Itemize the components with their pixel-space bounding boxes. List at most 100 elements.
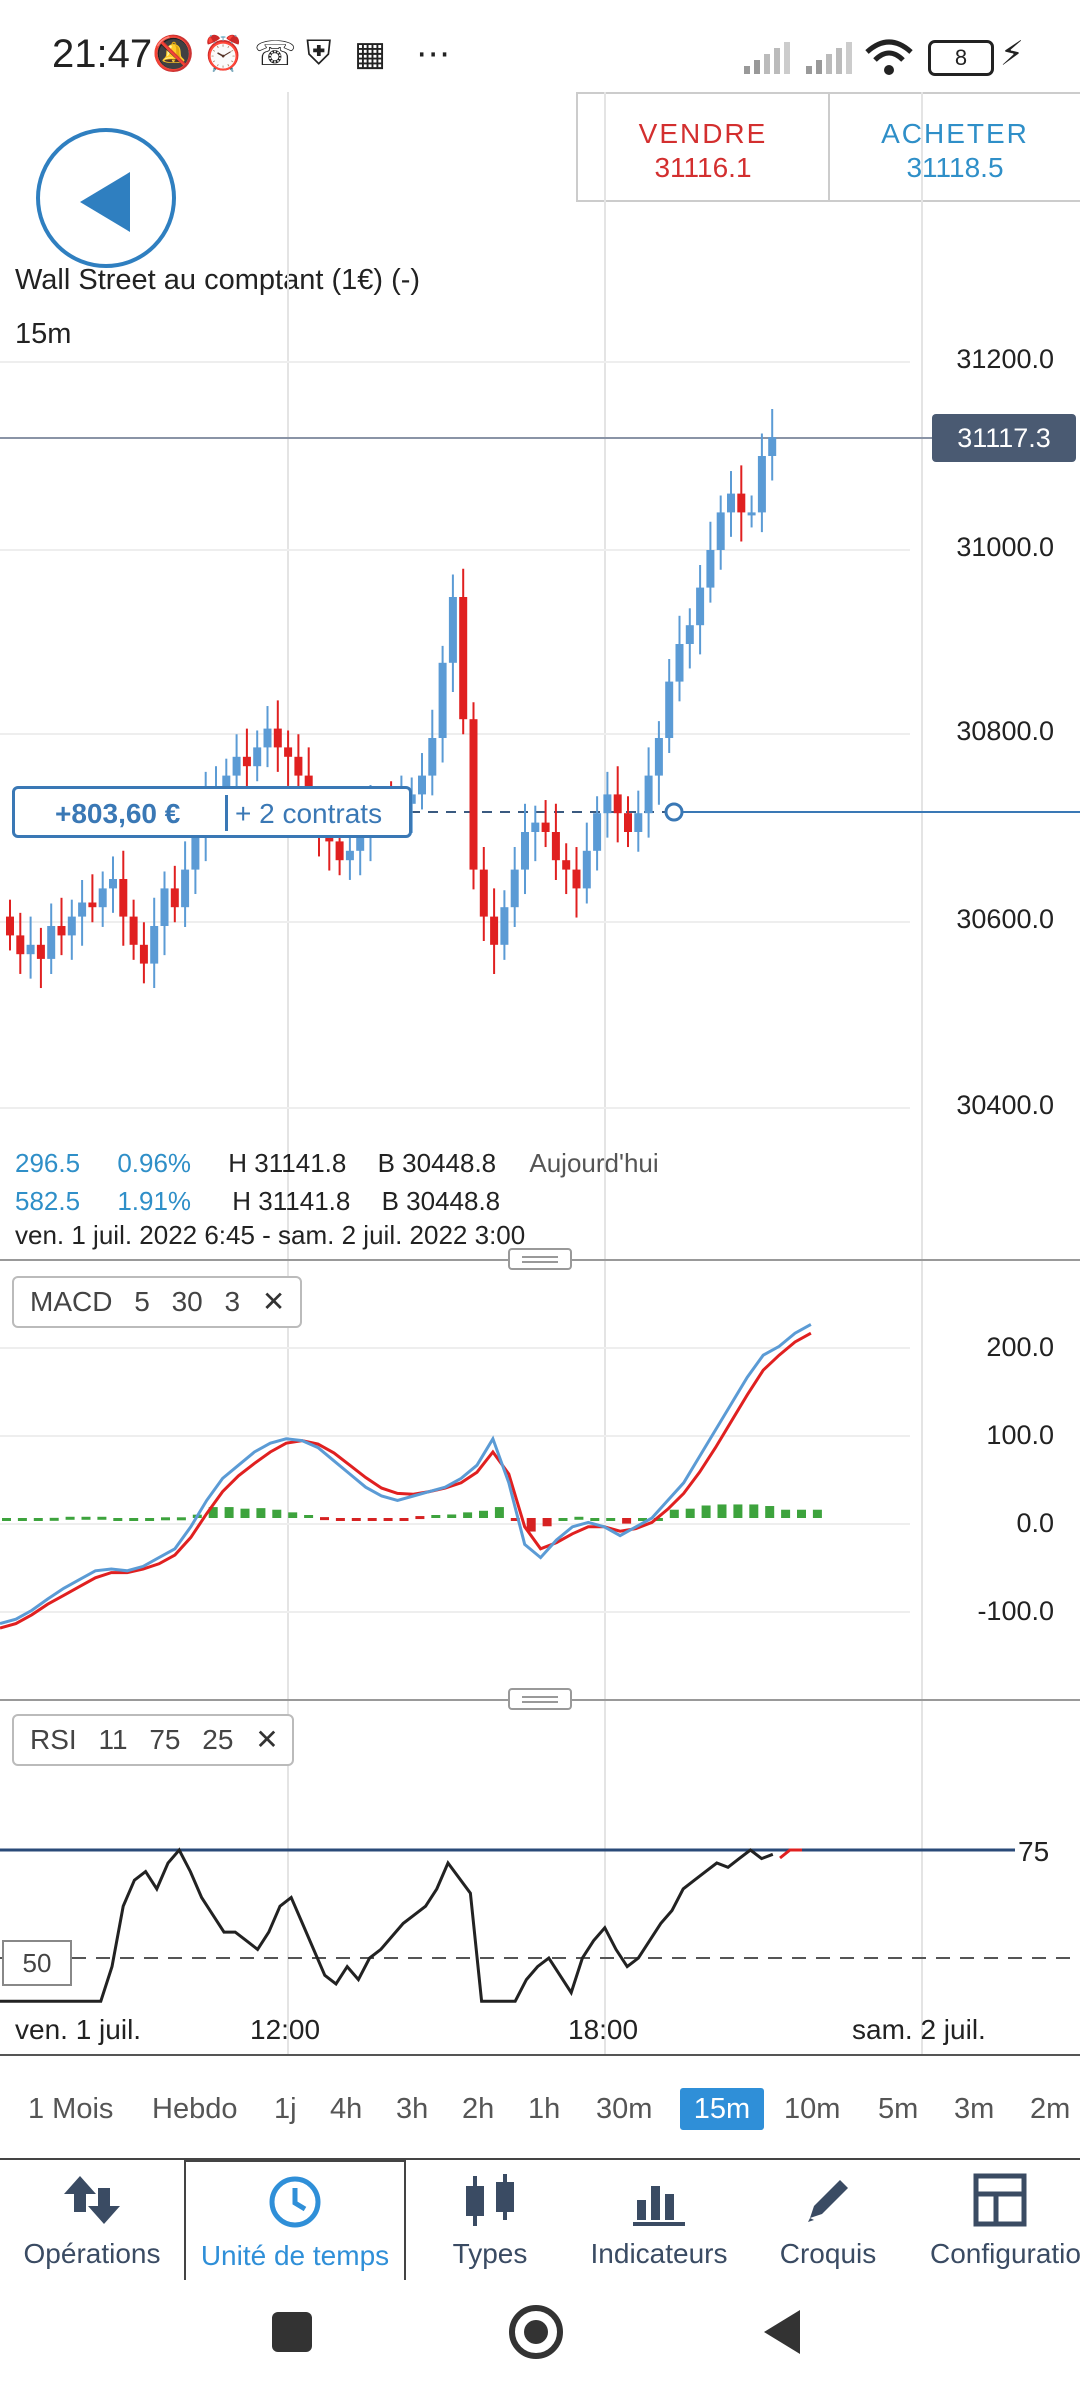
- candle-body: [67, 916, 76, 936]
- tab-label: Croquis: [779, 2238, 877, 2269]
- candle-body: [479, 869, 488, 917]
- macd-histogram-bar: [208, 1507, 218, 1518]
- macd-histogram-bar: [224, 1507, 234, 1518]
- buy-button[interactable]: ACHETER 31118.5: [828, 92, 1080, 202]
- candle-body: [6, 916, 14, 936]
- position-marker: [664, 802, 684, 822]
- macd-histogram-bar: [399, 1518, 409, 1521]
- resize-handle[interactable]: [508, 1688, 572, 1710]
- back-button[interactable]: [36, 128, 176, 268]
- candle-body: [768, 437, 777, 456]
- timeframe-1h[interactable]: 1h: [528, 2093, 561, 2125]
- rsi-line: [0, 1847, 774, 2003]
- macd-histogram-bar: [161, 1517, 170, 1521]
- candlestick-icon: [466, 2174, 514, 2226]
- x-tick: 12:00: [250, 2014, 321, 2045]
- timeframe-4h[interactable]: 4h: [330, 2093, 363, 2125]
- macd-close-icon[interactable]: ✕: [261, 1286, 286, 1317]
- home-icon[interactable]: [508, 2304, 564, 2360]
- candle-body: [170, 888, 179, 908]
- stat-low: B 30448.8: [381, 1186, 501, 1216]
- tab-drawing[interactable]: Croquis: [746, 2160, 910, 2280]
- recent-apps-icon[interactable]: [268, 2308, 316, 2356]
- macd-histogram-bar: [288, 1512, 298, 1518]
- x-tick: ven. 1 juil.: [15, 2014, 142, 2045]
- tab-configuration[interactable]: Configuratio: [920, 2160, 1080, 2280]
- macd-histogram-bar: [812, 1509, 822, 1518]
- candle-body: [737, 493, 746, 513]
- macd-histogram-bar: [653, 1518, 663, 1521]
- candle-body: [16, 935, 25, 955]
- tab-indicators[interactable]: Indicateurs: [576, 2160, 742, 2280]
- macd-histogram-bar: [272, 1509, 282, 1518]
- timeframe-3m[interactable]: 3m: [954, 2093, 995, 2125]
- candle-body: [757, 456, 766, 513]
- tab-label: Configuratio: [930, 2238, 1080, 2269]
- rsi-indicator-box[interactable]: RSI 11 75 25 ✕: [12, 1714, 294, 1766]
- macd-indicator-box[interactable]: MACD 5 30 3 ✕: [12, 1276, 302, 1328]
- sell-button[interactable]: VENDRE 31116.1: [576, 92, 830, 202]
- candle-body: [644, 775, 653, 814]
- bell-muted-icon: 🔕: [152, 35, 195, 73]
- candle-body: [510, 869, 519, 908]
- timeframe-1-month[interactable]: 1 Mois: [28, 2093, 114, 2125]
- x-tick: sam. 2 juil.: [852, 2014, 986, 2045]
- layout-icon: [973, 2173, 1027, 2227]
- candle-body: [500, 907, 509, 945]
- timeframe-3h[interactable]: 3h: [396, 2093, 429, 2125]
- current-price-badge: 31117.3: [932, 414, 1076, 462]
- macd-histogram-bar: [558, 1518, 568, 1521]
- macd-histogram-bar: [17, 1518, 27, 1521]
- timeframe-5m[interactable]: 5m: [878, 2093, 919, 2125]
- candle-body: [603, 794, 612, 814]
- candle-body: [582, 850, 591, 889]
- signal-icon: [744, 42, 790, 74]
- macd-histogram-bar: [797, 1509, 806, 1518]
- candle-body: [531, 822, 540, 832]
- candle-body: [624, 813, 632, 832]
- resize-handle[interactable]: [508, 1248, 572, 1270]
- timeframe-weekly[interactable]: Hebdo: [152, 2093, 238, 2125]
- candle-body: [129, 916, 138, 945]
- battery-icon: 8: [928, 40, 994, 76]
- tab-label: Opérations: [23, 2238, 161, 2269]
- candle-body: [469, 719, 478, 870]
- axis-divider: [0, 2054, 1080, 2056]
- candle-body: [521, 832, 529, 870]
- timeframe-15m[interactable]: 15m: [680, 2088, 764, 2130]
- candle-body: [562, 860, 571, 870]
- tab-types[interactable]: Types: [410, 2160, 570, 2280]
- rsi-level-75: 75: [1018, 1836, 1050, 1867]
- macd-histogram-bar: [781, 1509, 791, 1518]
- candle-body: [36, 944, 45, 959]
- position-label[interactable]: +803,60 € + 2 contrats: [12, 786, 412, 838]
- signal-icon: [806, 42, 852, 74]
- nav-back-icon[interactable]: [760, 2308, 804, 2356]
- price-chart[interactable]: [0, 0, 1080, 2060]
- stat-change: 296.5: [15, 1148, 81, 1178]
- macd-param: 3: [224, 1286, 241, 1317]
- tab-time-unit[interactable]: Unité de temps: [184, 2160, 406, 2280]
- timeframe-30m[interactable]: 30m: [596, 2093, 653, 2125]
- macd-histogram-bar: [574, 1516, 584, 1520]
- candle-body: [356, 832, 365, 851]
- candle-body: [418, 775, 426, 795]
- rsi-param: 11: [98, 1724, 128, 1755]
- timeframe-10m[interactable]: 10m: [784, 2093, 841, 2125]
- macd-histogram-bar: [129, 1518, 139, 1521]
- call-forward-icon: ☏: [254, 35, 297, 73]
- tab-operations[interactable]: Opérations: [0, 2160, 184, 2280]
- instrument-title: Wall Street au comptant (1€) (-): [15, 264, 421, 296]
- macd-histogram-bar: [638, 1518, 647, 1521]
- y-tick: 30400.0: [956, 1090, 1054, 1120]
- macd-histogram-bar: [176, 1517, 186, 1521]
- candle-body: [78, 902, 87, 917]
- timeframe-2m[interactable]: 2m: [1030, 2093, 1071, 2125]
- candle-body: [613, 794, 622, 814]
- rsi-param: 25: [202, 1724, 234, 1755]
- timeframe-2h[interactable]: 2h: [462, 2093, 495, 2125]
- position-pnl: +803,60 €: [55, 798, 181, 829]
- timeframe-1d[interactable]: 1j: [274, 2093, 297, 2125]
- wifi-icon: [865, 39, 913, 75]
- rsi-close-icon[interactable]: ✕: [255, 1724, 279, 1755]
